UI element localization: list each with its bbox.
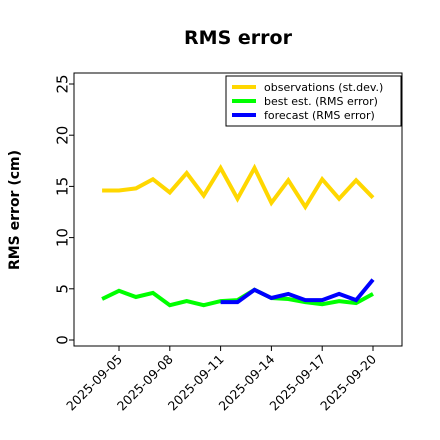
y-tick-label: 15 <box>53 177 71 196</box>
chart-title: RMS error <box>184 27 293 49</box>
plot-frame <box>73 72 403 347</box>
y-axis: 0 5 10 15 20 25 <box>53 74 74 345</box>
y-tick-label: 25 <box>53 74 71 93</box>
legend: observations (st.dev.)best est. (RMS err… <box>225 75 402 127</box>
y-tick-label: 5 <box>53 284 71 294</box>
series-line-2 <box>220 278 375 305</box>
y-axis-label: RMS error (cm) <box>7 150 23 270</box>
series-line-0 <box>102 163 375 211</box>
legend-label-0: observations (st.dev.) <box>264 81 383 94</box>
legend-label-2: forecast (RMS error) <box>264 109 375 122</box>
legend-label-1: best est. (RMS error) <box>264 95 378 108</box>
y-tick-label: 20 <box>53 126 71 145</box>
y-tick-label: 0 <box>53 335 71 345</box>
y-tick-label: 10 <box>53 228 71 247</box>
x-axis: 2025-09-052025-09-082025-09-112025-09-14… <box>63 346 379 413</box>
series-layer <box>101 163 375 308</box>
